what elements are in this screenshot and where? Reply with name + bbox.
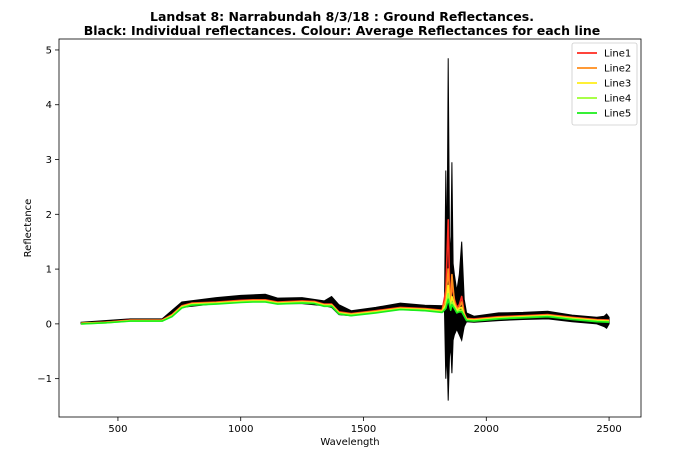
- legend-label: Line2: [604, 64, 631, 75]
- y-tick-label: 5: [46, 45, 52, 56]
- y-tick-label: 2: [46, 210, 52, 221]
- chart-title-line-1: Landsat 8: Narrabundah 8/3/18 : Ground R…: [150, 9, 534, 24]
- y-tick-label: −1: [37, 374, 52, 385]
- x-tick-label: 1000: [228, 424, 253, 435]
- y-tick-label: 1: [46, 265, 52, 276]
- y-tick-label: 0: [46, 319, 52, 330]
- y-axis-label: Reflectance: [23, 199, 34, 258]
- legend-label: Line5: [604, 109, 631, 120]
- x-tick-label: 2000: [474, 424, 499, 435]
- x-tick-label: 500: [108, 424, 127, 435]
- chart-title-line-2: Black: Individual reflectances. Colour: …: [83, 23, 601, 38]
- legend-label: Line4: [604, 94, 631, 105]
- x-tick-label: 1500: [351, 424, 376, 435]
- individual-reflectance-envelope: [80, 58, 610, 401]
- y-tick-label: 3: [46, 155, 52, 166]
- x-axis: 500 1000 1500 2000 2500: [108, 417, 622, 435]
- legend-box: [571, 42, 638, 126]
- plot-area: [80, 58, 610, 401]
- y-axis: −1 0 1 2 3 4 5: [37, 45, 59, 385]
- axes-frame: [58, 38, 642, 418]
- legend-label: Line1: [604, 49, 631, 60]
- x-axis-label: Wavelength: [320, 437, 379, 448]
- y-tick-label: 4: [46, 100, 52, 111]
- legend: Line1 Line2 Line3 Line4 Line5: [571, 42, 638, 126]
- legend-label: Line3: [604, 79, 631, 90]
- x-tick-label: 2500: [596, 424, 621, 435]
- series-line-line5: [81, 298, 610, 325]
